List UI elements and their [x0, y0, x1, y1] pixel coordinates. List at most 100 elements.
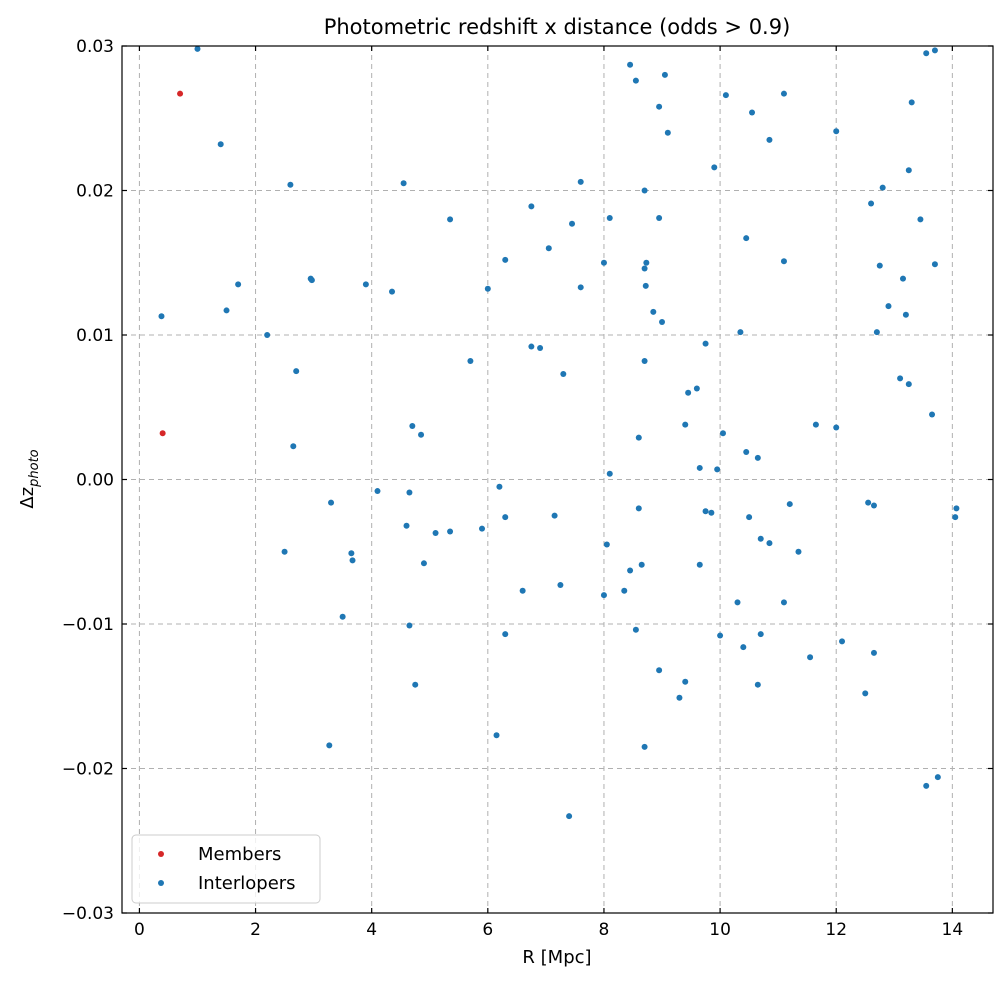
point-interlopers	[328, 499, 335, 506]
point-interlopers	[899, 275, 906, 282]
y-tick-label: −0.02	[62, 760, 114, 780]
point-interlopers	[569, 220, 576, 227]
point-interlopers	[656, 214, 663, 221]
point-interlopers	[217, 141, 224, 148]
point-interlopers	[743, 449, 750, 456]
point-interlopers	[868, 200, 875, 207]
x-tick-label: 8	[599, 920, 610, 940]
y-axis-label-subscript: photo	[27, 449, 42, 488]
x-tick-label: 10	[709, 920, 731, 940]
point-interlopers	[766, 540, 773, 547]
point-interlopers	[693, 385, 700, 392]
point-interlopers	[717, 632, 724, 639]
point-members	[177, 90, 184, 97]
point-interlopers	[642, 282, 649, 289]
legend-box	[131, 834, 321, 904]
point-interlopers	[953, 505, 960, 512]
point-interlopers	[287, 181, 294, 188]
point-interlopers	[603, 541, 610, 548]
legend-label-members: Members	[198, 844, 281, 865]
point-interlopers	[467, 358, 474, 365]
y-tick-label: 0.00	[76, 471, 114, 491]
point-interlopers	[606, 470, 613, 477]
point-interlopers	[749, 109, 756, 116]
axis-ticks	[122, 45, 993, 914]
legend: Members Interlopers	[131, 834, 321, 904]
legend-label-interlopers: Interlopers	[198, 873, 296, 894]
point-interlopers	[696, 561, 703, 568]
point-interlopers	[566, 813, 573, 820]
point-interlopers	[740, 644, 747, 651]
point-interlopers	[873, 329, 880, 336]
point-interlopers	[545, 245, 552, 252]
point-interlopers	[551, 512, 558, 519]
point-interlopers	[786, 501, 793, 508]
point-interlopers	[447, 216, 454, 223]
point-interlopers	[349, 557, 356, 564]
point-interlopers	[641, 187, 648, 194]
point-interlopers	[264, 332, 271, 338]
point-interlopers	[923, 50, 930, 57]
point-interlopers	[643, 259, 650, 266]
point-interlopers	[308, 277, 315, 284]
point-interlopers	[905, 381, 912, 388]
point-interlopers	[885, 303, 892, 310]
point-interlopers	[235, 281, 242, 288]
point-interlopers	[420, 560, 427, 567]
point-interlopers	[194, 45, 201, 52]
point-interlopers	[638, 561, 645, 568]
point-interlopers	[158, 313, 165, 320]
point-interlopers	[661, 71, 668, 78]
point-members	[159, 430, 166, 437]
point-interlopers	[905, 167, 912, 174]
point-interlopers	[577, 284, 584, 291]
point-interlopers	[635, 434, 642, 441]
point-interlopers	[502, 514, 509, 521]
point-interlopers	[934, 774, 941, 781]
y-tick-label: 0.03	[76, 37, 114, 57]
point-interlopers	[659, 318, 666, 325]
point-interlopers	[897, 375, 904, 382]
point-interlopers	[902, 311, 909, 318]
point-interlopers	[493, 732, 500, 739]
point-interlopers	[931, 47, 938, 54]
point-interlopers	[711, 164, 718, 171]
point-interlopers	[931, 261, 938, 268]
point-interlopers	[876, 262, 883, 269]
point-interlopers	[502, 256, 509, 263]
point-interlopers	[839, 638, 846, 645]
point-interlopers	[519, 587, 526, 594]
point-interlopers	[766, 136, 773, 143]
point-interlopers	[502, 631, 509, 638]
point-interlopers	[754, 454, 761, 461]
point-interlopers	[702, 340, 709, 347]
point-interlopers	[496, 483, 503, 490]
point-interlopers	[389, 288, 396, 295]
y-axis-label: Δzphoto	[17, 449, 42, 508]
point-interlopers	[757, 631, 764, 638]
point-interlopers	[862, 690, 869, 697]
point-interlopers	[600, 259, 607, 266]
point-interlopers	[737, 329, 744, 336]
point-interlopers	[722, 92, 729, 99]
point-interlopers	[719, 430, 726, 437]
x-tick-label: 4	[366, 920, 377, 940]
x-tick-label: 14	[942, 920, 964, 940]
point-interlopers	[406, 622, 413, 629]
point-interlopers	[484, 285, 491, 292]
chart-title: Photometric redshift x distance (odds > …	[324, 15, 791, 39]
point-interlopers	[696, 464, 703, 471]
point-interlopers	[929, 411, 936, 418]
point-interlopers	[685, 389, 692, 396]
point-interlopers	[528, 343, 535, 350]
point-interlopers	[635, 505, 642, 512]
x-tick-label: 6	[482, 920, 493, 940]
point-interlopers	[682, 421, 689, 428]
point-interlopers	[870, 502, 877, 509]
point-interlopers	[795, 548, 802, 555]
point-interlopers	[757, 535, 764, 542]
point-interlopers	[281, 548, 288, 555]
point-interlopers	[432, 529, 439, 536]
point-interlopers	[406, 489, 413, 496]
point-interlopers	[682, 678, 689, 685]
